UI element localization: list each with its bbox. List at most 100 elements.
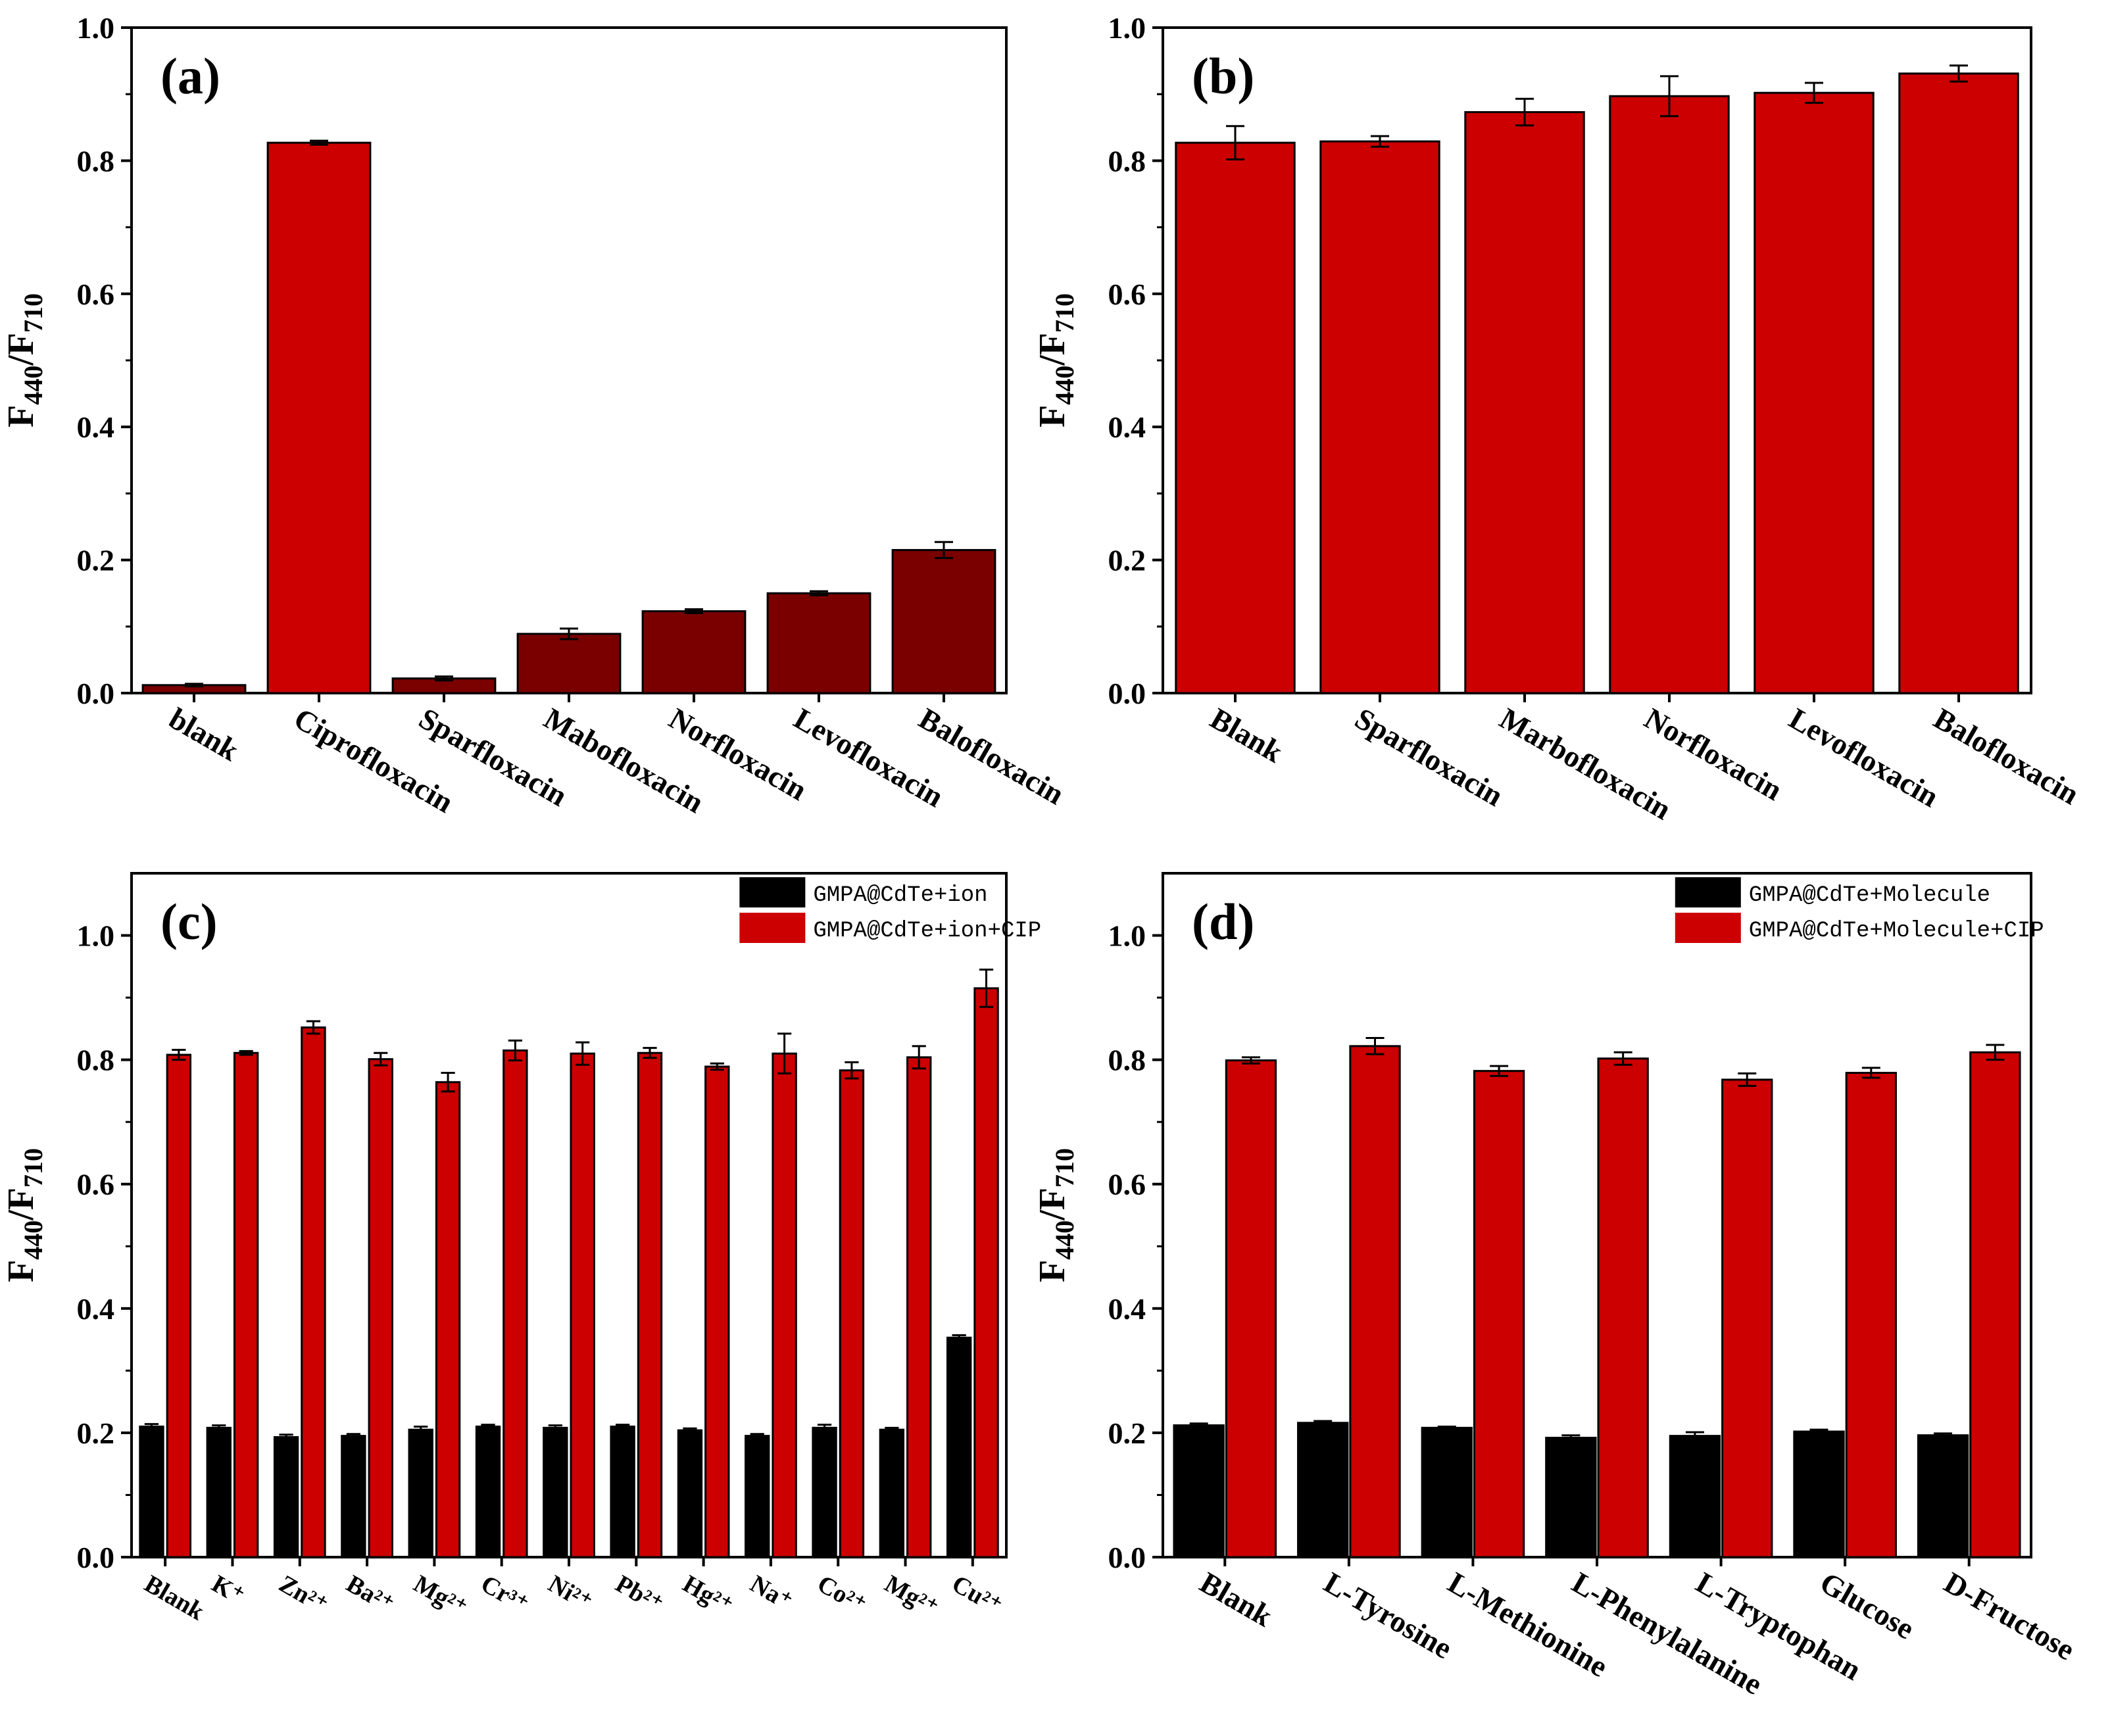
bar-gmpa-cdte-ion-3 <box>341 1435 366 1558</box>
plot-frame <box>130 872 1008 1558</box>
y-axis-label: F440/F710 <box>1032 293 1079 427</box>
bar-gmpa-cdte-molecule-cip-3 <box>1597 1057 1649 1558</box>
bar-gmpa-cdte-molecule-cip-4 <box>1721 1078 1773 1558</box>
x-category-label: Cu²⁺ <box>947 1570 1006 1620</box>
y-axis-label-main: F <box>1032 1260 1073 1282</box>
bar-gmpa-cdte-molecule-cip-2 <box>1473 1070 1525 1558</box>
bar-gmpa-cdte-ion-2 <box>273 1436 299 1558</box>
y-tick-label: 0.4 <box>77 410 115 444</box>
bar-gmpa-cdte-ion-11 <box>879 1428 905 1558</box>
y-axis-label-sub1: 440 <box>1050 366 1079 405</box>
y-axis-label-sub2: 710 <box>1050 293 1079 333</box>
bar-value-0 <box>1175 141 1296 694</box>
bar-gmpa-cdte-ion-cip-9 <box>772 1052 797 1558</box>
y-tick-label: 0.4 <box>77 1292 115 1326</box>
bar-gmpa-cdte-ion-0 <box>139 1425 164 1558</box>
x-category-label: Pb²⁺ <box>611 1570 668 1618</box>
bar-gmpa-cdte-ion-cip-1 <box>233 1051 259 1558</box>
x-category-label: Ba²⁺ <box>341 1570 399 1618</box>
bar-gmpa-cdte-ion-12 <box>946 1336 972 1558</box>
legend-swatch <box>739 913 806 943</box>
y-tick-label: 0.2 <box>1108 544 1146 577</box>
y-tick-label: 1.0 <box>1108 919 1146 953</box>
bar-gmpa-cdte-ion-8 <box>677 1429 703 1558</box>
x-category-label: Glucose <box>1815 1565 1921 1645</box>
y-tick-label: 1.0 <box>1108 11 1146 45</box>
y-tick-label: 0.6 <box>77 277 115 311</box>
panel-label: (a) <box>160 47 220 105</box>
y-axis-label-slash: /F <box>1032 333 1073 366</box>
bar-gmpa-cdte-molecule-4 <box>1669 1435 1721 1558</box>
bar-gmpa-cdte-ion-5 <box>475 1425 501 1558</box>
bar-gmpa-cdte-molecule-cip-6 <box>1969 1051 2021 1558</box>
y-tick-label: 0.8 <box>77 144 115 178</box>
legend-swatch <box>739 877 806 907</box>
y-axis-label: F440/F710 <box>1 293 48 427</box>
panel-label: (c) <box>160 893 218 950</box>
bar-gmpa-cdte-molecule-3 <box>1545 1436 1597 1558</box>
x-category-label: Na⁺ <box>745 1570 797 1616</box>
y-axis-label-sub1: 440 <box>1050 1220 1079 1260</box>
y-tick-label: 0.8 <box>1108 144 1146 178</box>
x-category-label: D-Fructose <box>1938 1565 2080 1666</box>
bar-value-5 <box>766 592 871 694</box>
bar-gmpa-cdte-ion-cip-5 <box>503 1049 528 1558</box>
bar-gmpa-cdte-ion-4 <box>408 1428 433 1558</box>
bar-value-1 <box>266 141 372 694</box>
legend-swatch <box>1675 877 1741 907</box>
bar-gmpa-cdte-ion-cip-0 <box>166 1053 192 1558</box>
x-category-label: Zn²⁺ <box>274 1570 332 1619</box>
bar-gmpa-cdte-molecule-6 <box>1917 1434 1969 1558</box>
bar-gmpa-cdte-ion-cip-2 <box>301 1026 326 1558</box>
y-tick-label: 0.0 <box>1108 1541 1146 1574</box>
legend-label: GMPA@CdTe+Molecule+CIP <box>1749 919 2044 944</box>
y-tick-label: 1.0 <box>77 919 115 953</box>
y-axis-label-sub1: 440 <box>18 366 48 405</box>
bar-gmpa-cdte-ion-cip-4 <box>435 1081 461 1558</box>
bar-gmpa-cdte-ion-cip-11 <box>906 1056 932 1558</box>
bar-gmpa-cdte-ion-1 <box>206 1426 232 1558</box>
bar-gmpa-cdte-molecule-cip-0 <box>1225 1059 1277 1558</box>
y-tick-label: 0.4 <box>1108 1292 1146 1326</box>
y-tick-label: 0.6 <box>1108 277 1146 311</box>
bar-value-4 <box>641 610 747 694</box>
bar-value-6 <box>891 548 996 694</box>
y-axis-label: F440/F710 <box>1 1148 48 1282</box>
x-category-label: Mg²⁺ <box>880 1570 943 1622</box>
y-axis-label-sub2: 710 <box>18 293 48 333</box>
bar-value-3 <box>516 633 622 694</box>
plot-frame <box>130 26 1008 694</box>
bar-gmpa-cdte-molecule-2 <box>1421 1426 1473 1558</box>
y-axis-label-main: F <box>1032 405 1073 427</box>
legend-label: GMPA@CdTe+ion <box>813 883 987 908</box>
y-tick-label: 0.6 <box>1108 1168 1146 1201</box>
bar-gmpa-cdte-ion-cip-3 <box>368 1058 393 1558</box>
legend-label: GMPA@CdTe+Molecule <box>1749 883 1990 908</box>
y-axis-label: F440/F710 <box>1032 1148 1079 1282</box>
bar-value-5 <box>1898 72 2019 694</box>
x-category-label: Blank <box>1194 1565 1279 1633</box>
x-category-label: K⁺ <box>207 1570 249 1610</box>
bar-gmpa-cdte-molecule-cip-1 <box>1349 1045 1401 1558</box>
y-tick-label: 0.6 <box>77 1168 115 1201</box>
bar-gmpa-cdte-ion-10 <box>812 1426 837 1558</box>
bar-gmpa-cdte-molecule-1 <box>1297 1422 1349 1558</box>
panel-label: (d) <box>1192 893 1254 950</box>
bar-gmpa-cdte-molecule-0 <box>1173 1424 1225 1558</box>
bar-gmpa-cdte-molecule-cip-5 <box>1845 1071 1897 1558</box>
x-category-label: Hg²⁺ <box>678 1570 737 1620</box>
bar-gmpa-cdte-ion-9 <box>745 1435 770 1558</box>
y-axis-label-slash: /F <box>1032 1188 1073 1221</box>
y-axis-label-main: F <box>1 1260 41 1282</box>
y-tick-label: 0.2 <box>77 544 115 577</box>
bar-gmpa-cdte-ion-cip-10 <box>839 1069 865 1558</box>
y-tick-label: 0.4 <box>1108 410 1146 444</box>
bar-gmpa-cdte-ion-cip-6 <box>570 1052 595 1558</box>
x-category-label: Cr³⁺ <box>476 1570 533 1618</box>
y-tick-label: 0.2 <box>77 1416 115 1450</box>
